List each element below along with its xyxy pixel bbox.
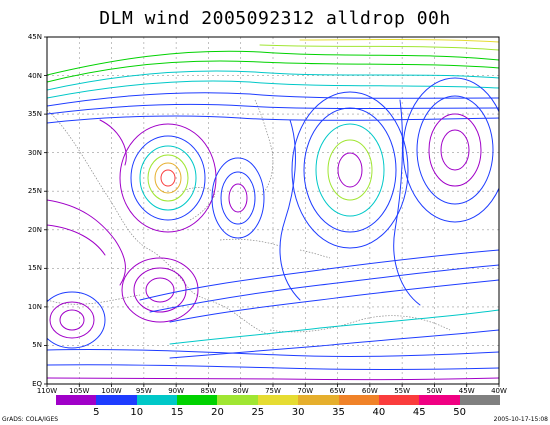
- colorbar-label: 20: [211, 407, 224, 418]
- x-tick-label: 40W: [491, 387, 507, 395]
- footer-source: GrADS: COLA/IGES: [2, 416, 59, 423]
- x-tick-label: 70W: [297, 387, 314, 395]
- colorbar-segment: [96, 395, 138, 405]
- chart-title: DLM wind 2005092312 alldrop 00h: [99, 8, 451, 29]
- colorbar-segment: [378, 395, 420, 405]
- colorbar-segment: [338, 395, 380, 405]
- colorbar-segment: [177, 395, 218, 405]
- y-tick-label: EQ: [32, 380, 42, 388]
- y-tick-label: 40N: [27, 71, 42, 80]
- colorbar-segment: [298, 395, 340, 405]
- colorbar-label: 50: [453, 407, 466, 418]
- x-tick-label: 100W: [101, 387, 122, 395]
- colorbar-label: 30: [291, 407, 305, 418]
- colorbar-label: 40: [372, 407, 386, 418]
- colorbar-segment: [419, 395, 461, 405]
- y-tick-label: 25N: [27, 187, 42, 196]
- streamlines: [47, 39, 499, 381]
- y-tick-label: 20N: [27, 225, 42, 234]
- x-tick-label: 75W: [265, 387, 281, 395]
- x-tick-label: 80W: [232, 387, 249, 395]
- x-tick-label: 65W: [329, 387, 346, 395]
- colorbar-label: 25: [251, 407, 265, 418]
- x-tick-label: 95W: [135, 387, 152, 395]
- x-tick-label: 50W: [426, 387, 443, 395]
- x-tick-label: 110W: [36, 387, 58, 395]
- x-tick-label: 45W: [458, 387, 475, 395]
- colorbar-segment: [56, 395, 97, 405]
- colorbar-segment: [459, 395, 501, 405]
- colorbar-segment: [217, 395, 259, 405]
- y-tick-label: 10N: [27, 302, 42, 311]
- colorbar-segment: [136, 395, 178, 405]
- y-tick-label: 30N: [27, 148, 42, 157]
- colorbar-label: 45: [412, 407, 426, 418]
- x-tick-label: 90W: [168, 387, 185, 395]
- coastline: [47, 99, 451, 336]
- colorbar-label: 35: [332, 407, 345, 418]
- x-tick-label: 60W: [361, 387, 378, 395]
- colorbar-label: 15: [170, 407, 184, 418]
- colorbar-label: 5: [93, 407, 100, 418]
- footer-timestamp: 2005-10-17-15:08: [493, 416, 548, 423]
- colorbar-segment: [257, 395, 299, 405]
- colorbar-label: 10: [130, 407, 144, 418]
- x-tick-label: 105W: [69, 387, 90, 395]
- x-tick-label: 85W: [200, 387, 217, 395]
- y-tick-label: 35N: [27, 110, 42, 119]
- x-tick-label: 55W: [394, 387, 411, 395]
- y-tick-label: 15N: [27, 264, 42, 273]
- y-tick-label: 45N: [27, 33, 42, 41]
- y-tick-label: 5N: [32, 341, 42, 350]
